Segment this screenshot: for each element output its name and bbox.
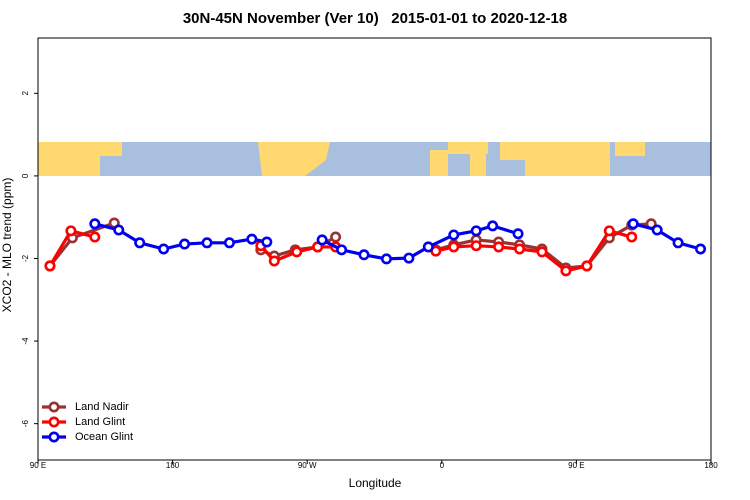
legend-swatch-point	[48, 401, 60, 413]
series-point	[113, 224, 125, 236]
y-tick-label: 0	[21, 173, 30, 178]
series-point	[336, 244, 348, 256]
series-point	[380, 253, 392, 265]
plot-frame	[37, 37, 712, 461]
x-tick-label: 90 E	[568, 461, 584, 470]
series-point	[626, 231, 638, 243]
series-point	[560, 265, 572, 277]
series-point	[493, 241, 505, 253]
series-point	[201, 237, 213, 249]
series-point	[65, 225, 77, 237]
series-point	[536, 246, 548, 258]
series-point	[422, 241, 434, 253]
series-point	[223, 237, 235, 249]
series-point	[448, 229, 460, 241]
y-axis-label: XCO2 - MLO trend (ppm)	[0, 178, 14, 313]
series-point	[291, 246, 303, 258]
series	[44, 225, 638, 277]
x-axis-label: Longitude	[349, 476, 402, 490]
y-tick-label: -2	[21, 254, 30, 262]
series-point	[627, 218, 639, 230]
y-tick-label: -6	[21, 420, 30, 428]
series-point	[268, 255, 280, 267]
series-point	[89, 231, 101, 243]
map-band	[38, 142, 711, 176]
x-tick-label: 90 W	[298, 461, 317, 470]
series-point	[603, 225, 615, 237]
x-tick-label: 90 E	[30, 461, 46, 470]
series-point	[651, 224, 663, 236]
x-tick-label: 0	[440, 461, 445, 470]
series	[89, 218, 707, 265]
series-point	[514, 243, 526, 255]
series-point	[403, 252, 415, 264]
series-point	[89, 218, 101, 230]
series-point	[695, 243, 707, 255]
x-tick-label: 180	[704, 461, 718, 470]
series-point	[358, 249, 370, 261]
series-point	[672, 237, 684, 249]
series-point	[470, 240, 482, 252]
series-point	[487, 220, 499, 232]
series-point	[179, 238, 191, 250]
series-point	[158, 243, 170, 255]
legend-swatch-point	[48, 416, 60, 428]
chart-title: 30N-45N November (Ver 10) 2015-01-01 to …	[183, 10, 567, 27]
legend-swatch-point	[48, 431, 60, 443]
legend-label: Ocean Glint	[75, 431, 133, 443]
series-point	[448, 241, 460, 253]
series-point	[246, 233, 258, 245]
x-tick-label: 180	[166, 461, 180, 470]
series-point	[330, 231, 342, 243]
series-point	[44, 260, 56, 272]
series-point	[134, 237, 146, 249]
series-point	[512, 228, 524, 240]
series-point	[581, 260, 593, 272]
y-tick-label: 2	[21, 91, 30, 96]
series-point	[470, 225, 482, 237]
y-tick-label: -4	[21, 337, 30, 345]
series-point	[316, 234, 328, 246]
legend-label: Land Nadir	[75, 401, 129, 413]
legend-label: Land Glint	[75, 416, 125, 428]
series-point	[261, 236, 273, 248]
